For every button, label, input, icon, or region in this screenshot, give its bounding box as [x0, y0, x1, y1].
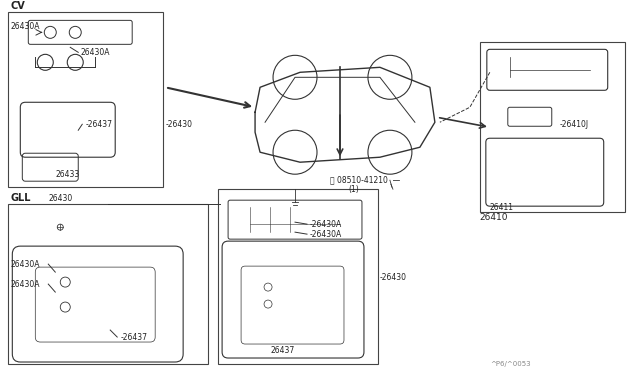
Text: 26433: 26433: [55, 170, 79, 179]
Text: 26430A: 26430A: [10, 280, 40, 289]
Text: CV: CV: [10, 1, 25, 12]
Text: ^P6/^0053: ^P6/^0053: [490, 361, 531, 367]
Text: 26430A: 26430A: [10, 260, 40, 269]
Text: -26430A: -26430A: [310, 219, 342, 229]
Bar: [8, 204, 208, 364]
Text: 26411: 26411: [490, 203, 514, 212]
Text: -26410J: -26410J: [560, 120, 589, 129]
Text: 26437: 26437: [270, 346, 294, 355]
Text: 26430A: 26430A: [10, 22, 40, 31]
Bar: [8, 12, 163, 187]
Text: -26437: -26437: [85, 120, 112, 129]
Text: Ⓢ 08510-41210  —: Ⓢ 08510-41210 —: [330, 176, 400, 185]
Text: -26437: -26437: [120, 333, 147, 341]
Text: -26430: -26430: [380, 273, 407, 282]
Bar: [480, 42, 625, 212]
Text: 26410: 26410: [480, 213, 508, 222]
Text: (1): (1): [348, 185, 359, 194]
Bar: [218, 189, 378, 364]
Text: -26430A: -26430A: [310, 230, 342, 239]
Text: -26430: -26430: [165, 120, 192, 129]
Text: GLL: GLL: [10, 193, 31, 203]
Text: 26430A: 26430A: [80, 48, 109, 57]
Text: 26430: 26430: [48, 194, 72, 203]
